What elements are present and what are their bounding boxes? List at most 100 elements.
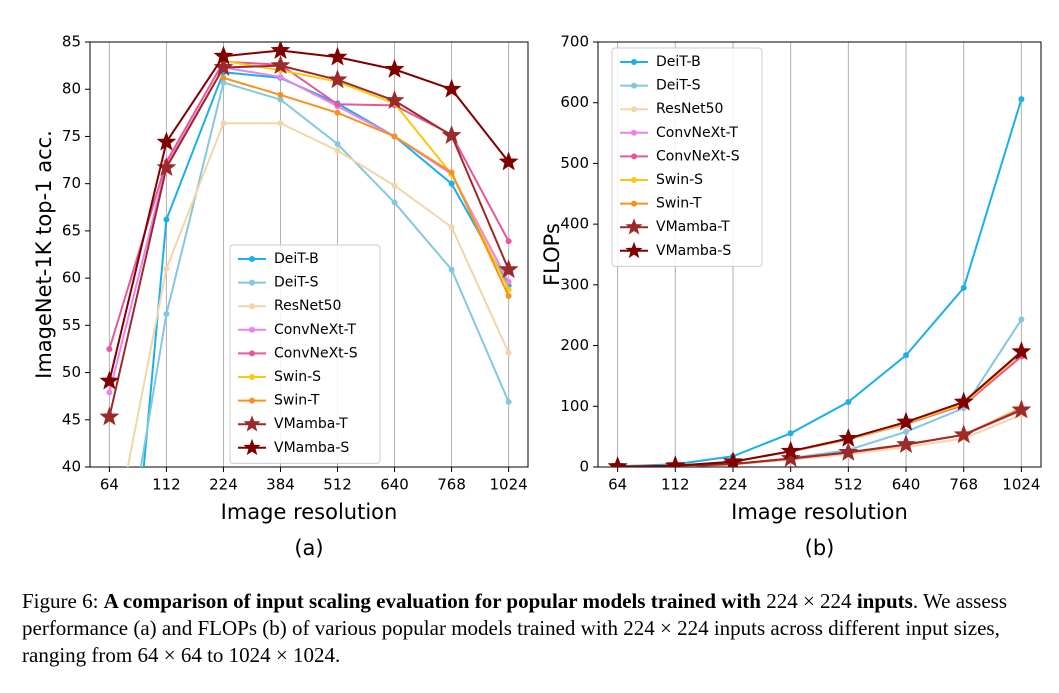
series-layer <box>607 96 1032 467</box>
legend-marker <box>625 218 643 235</box>
data-point <box>953 391 974 411</box>
y-tick-label: 75 <box>62 127 81 145</box>
x-tick-label: 640 <box>892 476 921 494</box>
x-tick-label: 1024 <box>1002 476 1040 494</box>
data-point <box>505 398 512 405</box>
data-point <box>270 42 291 59</box>
data-point <box>960 284 967 291</box>
legend-marker <box>249 374 255 380</box>
legend-label: DeiT-B <box>274 251 319 267</box>
legend-marker <box>631 200 637 207</box>
data-point <box>156 131 177 151</box>
data-point <box>327 69 348 89</box>
x-tick-label: 768 <box>437 476 466 494</box>
legend-box <box>611 47 763 267</box>
y-tick-label: 700 <box>560 33 589 51</box>
data-point <box>220 79 227 86</box>
plot-area: 64 112 224 384 512 640 768 1024 40 45 50 55 60 65 70 75… <box>62 33 529 494</box>
y-tick-label: 55 <box>62 316 81 334</box>
data-point <box>505 293 512 300</box>
axes-frame <box>597 41 1042 468</box>
data-point <box>838 428 859 447</box>
legend-label: DeiT-S <box>274 275 319 291</box>
figure: 64 112 224 384 512 640 768 10244045505560657075… <box>32 33 1042 564</box>
data-point <box>665 455 686 467</box>
y-tick-label: 40 <box>62 458 81 476</box>
legend-label: ConvNeXt-T <box>656 125 738 141</box>
data-point <box>441 125 462 144</box>
legend-label: Swin-T <box>656 196 702 212</box>
data-point <box>441 78 462 98</box>
axes-frame <box>89 41 529 468</box>
legend-marker <box>631 106 637 113</box>
caption-label: Figure 6: <box>22 589 99 613</box>
y-axis-label: FLOPs <box>540 223 564 286</box>
legend-label: DeiT-S <box>656 78 701 94</box>
y-tick-label: 80 <box>62 80 81 98</box>
x-tick-label: 768 <box>949 476 978 494</box>
x-axis-label: Image resolution <box>221 500 398 524</box>
caption-bold: A comparison of input scaling evaluation… <box>103 589 761 613</box>
data-point <box>277 120 284 127</box>
series-line <box>108 49 510 382</box>
x-tick-label: 112 <box>661 476 690 494</box>
y-tick-label: 45 <box>62 410 81 428</box>
data-point <box>391 182 398 189</box>
data-point <box>607 456 628 467</box>
legend-marker <box>631 129 637 136</box>
data-point <box>220 120 227 127</box>
data-point <box>780 448 801 467</box>
legend-marker <box>249 279 255 286</box>
data-point <box>391 199 398 206</box>
legend-label: ResNet50 <box>656 101 723 117</box>
legend-label: ConvNeXt-S <box>656 148 740 164</box>
y-tick-label: 300 <box>560 275 589 293</box>
data-point <box>498 151 519 171</box>
y-tick-label: 0 <box>579 458 589 476</box>
data-point <box>448 266 455 273</box>
legend: DeiT-B DeiT-S ResNet50 ConvNeXt-T ConvNeXt-S… <box>229 244 381 464</box>
legend-marker <box>243 415 261 432</box>
x-tick-label: 112 <box>152 476 181 494</box>
x-tick-label: 224 <box>209 476 238 494</box>
series-line <box>223 76 510 297</box>
legend-label: Swin-T <box>274 393 320 409</box>
data-point <box>780 440 801 460</box>
series-line <box>108 64 510 418</box>
data-point <box>903 428 910 435</box>
data-point <box>448 224 455 231</box>
data-point <box>277 73 284 80</box>
data-point <box>448 169 455 176</box>
y-tick-label: 200 <box>560 336 589 354</box>
panel-label: (b) <box>805 536 835 560</box>
series-layer <box>99 42 519 564</box>
legend-marker <box>249 397 255 404</box>
data-point <box>845 399 852 406</box>
x-tick-label: 64 <box>608 476 627 494</box>
data-point <box>106 345 113 352</box>
data-point <box>163 265 170 272</box>
legend-box <box>229 244 381 464</box>
legend-marker <box>249 350 255 357</box>
data-point <box>334 147 341 154</box>
x-tick-label: 512 <box>834 476 863 494</box>
data-point <box>384 58 405 78</box>
data-point <box>1018 316 1025 323</box>
x-tick-label: 512 <box>323 476 352 494</box>
legend-marker <box>631 82 637 89</box>
x-axis-label: Image resolution <box>731 500 908 524</box>
data-point <box>903 352 910 359</box>
data-point <box>505 238 512 245</box>
y-tick-label: 600 <box>560 93 589 111</box>
data-point <box>327 46 348 66</box>
legend-label: Swin-S <box>274 369 321 385</box>
caption-bold: inputs <box>856 589 913 613</box>
legend-label: ConvNeXt-S <box>274 345 358 361</box>
data-point <box>106 558 112 564</box>
data-point <box>505 278 512 285</box>
data-point <box>163 311 170 317</box>
legend-label: ConvNeXt-T <box>274 322 356 338</box>
data-point <box>498 259 519 279</box>
data-point <box>384 90 405 109</box>
